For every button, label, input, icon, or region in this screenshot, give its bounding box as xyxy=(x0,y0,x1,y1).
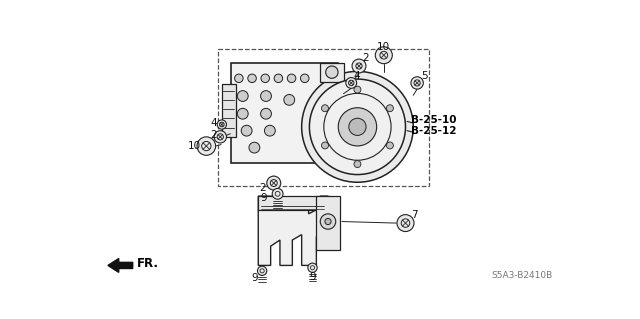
Text: 9: 9 xyxy=(251,273,258,283)
Text: S5A3-B2410B: S5A3-B2410B xyxy=(491,271,552,280)
Text: 9: 9 xyxy=(260,193,267,204)
Circle shape xyxy=(237,91,248,101)
Circle shape xyxy=(321,105,328,112)
Circle shape xyxy=(397,215,414,232)
Circle shape xyxy=(274,74,283,83)
Text: 2: 2 xyxy=(210,130,216,139)
Circle shape xyxy=(354,160,361,167)
Circle shape xyxy=(352,59,366,73)
Circle shape xyxy=(248,74,256,83)
Circle shape xyxy=(375,47,392,64)
Bar xyxy=(218,49,429,186)
Circle shape xyxy=(257,266,267,275)
FancyArrow shape xyxy=(108,258,132,272)
Circle shape xyxy=(287,74,296,83)
Circle shape xyxy=(272,189,283,199)
Circle shape xyxy=(261,74,269,83)
Circle shape xyxy=(264,125,275,136)
Text: 4: 4 xyxy=(353,71,360,81)
Bar xyxy=(259,196,330,210)
Circle shape xyxy=(325,219,331,225)
Circle shape xyxy=(387,105,394,112)
Circle shape xyxy=(349,118,366,136)
Circle shape xyxy=(267,176,281,190)
Text: 7: 7 xyxy=(412,210,418,220)
Text: 2: 2 xyxy=(362,53,369,63)
Circle shape xyxy=(237,108,248,119)
Bar xyxy=(320,63,344,82)
Circle shape xyxy=(214,131,227,143)
Circle shape xyxy=(301,71,413,182)
Circle shape xyxy=(260,91,271,101)
Text: 10: 10 xyxy=(188,141,201,151)
Circle shape xyxy=(284,94,294,105)
Circle shape xyxy=(301,74,309,83)
Circle shape xyxy=(309,79,406,174)
Text: 4: 4 xyxy=(210,118,216,128)
Polygon shape xyxy=(259,196,328,265)
Text: B-25-10: B-25-10 xyxy=(411,115,456,125)
Circle shape xyxy=(354,86,361,93)
Circle shape xyxy=(308,263,317,272)
Text: 2: 2 xyxy=(260,183,266,193)
Bar xyxy=(231,63,338,163)
Circle shape xyxy=(326,66,338,78)
Circle shape xyxy=(320,214,336,229)
Text: B-25-12: B-25-12 xyxy=(411,126,456,136)
Circle shape xyxy=(338,108,377,146)
Circle shape xyxy=(411,77,423,89)
Text: FR.: FR. xyxy=(137,257,159,271)
Bar xyxy=(316,196,340,250)
Circle shape xyxy=(346,78,356,88)
Text: 9: 9 xyxy=(309,272,316,282)
Circle shape xyxy=(241,125,252,136)
Circle shape xyxy=(321,142,328,149)
Circle shape xyxy=(387,142,394,149)
Circle shape xyxy=(197,137,216,155)
Text: 5: 5 xyxy=(420,71,428,81)
Bar xyxy=(222,85,236,137)
Circle shape xyxy=(217,120,227,129)
Circle shape xyxy=(249,142,260,153)
Circle shape xyxy=(235,74,243,83)
Circle shape xyxy=(260,108,271,119)
Text: 10: 10 xyxy=(377,42,390,52)
